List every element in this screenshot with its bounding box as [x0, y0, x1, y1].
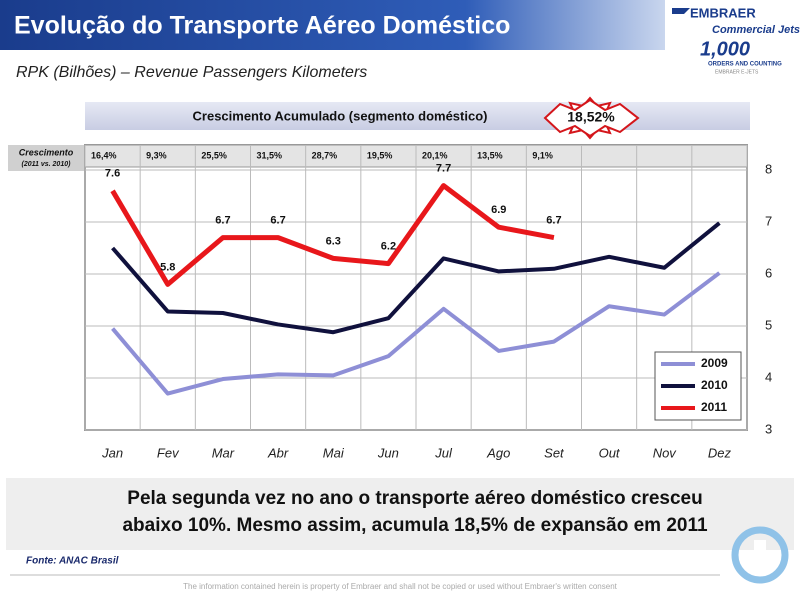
- footer: The information contained herein is prop…: [183, 582, 618, 591]
- source: Fonte: ANAC Brasil: [26, 556, 119, 567]
- logo-ejets: EMBRAER E-JETS: [715, 69, 759, 75]
- growth-value: 19,5%: [367, 150, 393, 160]
- x-tick-label: Mai: [323, 445, 345, 460]
- data-label: 6.2: [381, 241, 396, 253]
- y-tick-label: 4: [765, 369, 772, 384]
- logo-orders: ORDERS AND COUNTING: [708, 62, 782, 68]
- growth-value: 28,7%: [312, 150, 338, 160]
- y-tick-label: 7: [765, 213, 772, 228]
- x-tick-label: Jun: [377, 445, 399, 460]
- title-bar: [0, 0, 665, 50]
- chart: 16,4% 9,3% 25,5% 31,5% 28,7% 19,5% 20,1% 13,5% 9…: [84, 144, 772, 460]
- data-label: 5.8: [160, 261, 175, 273]
- data-label: 7.7: [436, 163, 451, 175]
- banner: [85, 102, 750, 130]
- x-tick-label: Ago: [486, 445, 510, 460]
- data-label: 6.3: [326, 235, 341, 247]
- callout-line: abaixo 10%. Mesmo assim, acumula 18,5% d…: [122, 515, 708, 536]
- series-line: [110, 183, 555, 287]
- badge-text: 18,52%: [567, 109, 615, 125]
- x-tick-label: Jan: [101, 445, 123, 460]
- legend-label: 2011: [701, 400, 727, 414]
- corner-logo-gap: [754, 540, 766, 570]
- growth-value: 31,5%: [257, 150, 283, 160]
- badge-burst: [543, 98, 640, 138]
- logo-brand: EMBRAER: [690, 5, 756, 20]
- callout-box: [6, 478, 794, 550]
- series-line: [111, 271, 721, 396]
- x-tick-label: Nov: [653, 445, 678, 460]
- growth-value: 25,5%: [201, 150, 227, 160]
- corner-logo: [731, 526, 789, 584]
- data-label: 6.7: [546, 215, 561, 227]
- y-tick-label: 8: [765, 161, 772, 176]
- logo-count: 1,000: [700, 38, 750, 60]
- data-label: 6.9: [491, 204, 506, 216]
- x-tick-label: Mar: [212, 445, 235, 460]
- x-tick-label: Out: [599, 445, 621, 460]
- y-tick-label: 6: [765, 265, 772, 280]
- y-tick-label: 3: [765, 421, 772, 436]
- growth-value: 9,1%: [532, 150, 553, 160]
- logo-mark: [672, 8, 690, 14]
- x-tick-label: Dez: [708, 445, 732, 460]
- callout-line: Pela segunda vez no ano o transporte aér…: [127, 488, 702, 509]
- banner-text: Crescimento Acumulado (segmento doméstic…: [193, 108, 488, 123]
- growth-label-box: [8, 145, 84, 171]
- legend-label: 2010: [701, 378, 728, 392]
- title: Evolução do Transporte Aéreo Doméstico: [14, 12, 510, 40]
- growth-sublabel: (2011 vs. 2010): [22, 161, 72, 168]
- y-tick-label: 5: [765, 317, 772, 332]
- growth-label: Crescimento: [19, 147, 74, 157]
- x-tick-label: Jul: [434, 445, 453, 460]
- legend-label: 2009: [701, 356, 728, 370]
- data-label: 6.7: [215, 215, 230, 227]
- x-tick-label: Set: [544, 445, 565, 460]
- growth-value: 20,1%: [422, 150, 448, 160]
- data-label: 6.7: [270, 215, 285, 227]
- growth-value: 9,3%: [146, 150, 167, 160]
- growth-value: 13,5%: [477, 150, 503, 160]
- x-tick-label: Fev: [157, 445, 180, 460]
- data-label: 7.6: [105, 168, 120, 180]
- series-line: [111, 221, 721, 335]
- subtitle: RPK (Bilhões) – Revenue Passengers Kilom…: [16, 64, 367, 81]
- x-tick-label: Abr: [267, 445, 289, 460]
- logo-sub: Commercial Jets: [712, 24, 800, 36]
- growth-value: 16,4%: [91, 150, 117, 160]
